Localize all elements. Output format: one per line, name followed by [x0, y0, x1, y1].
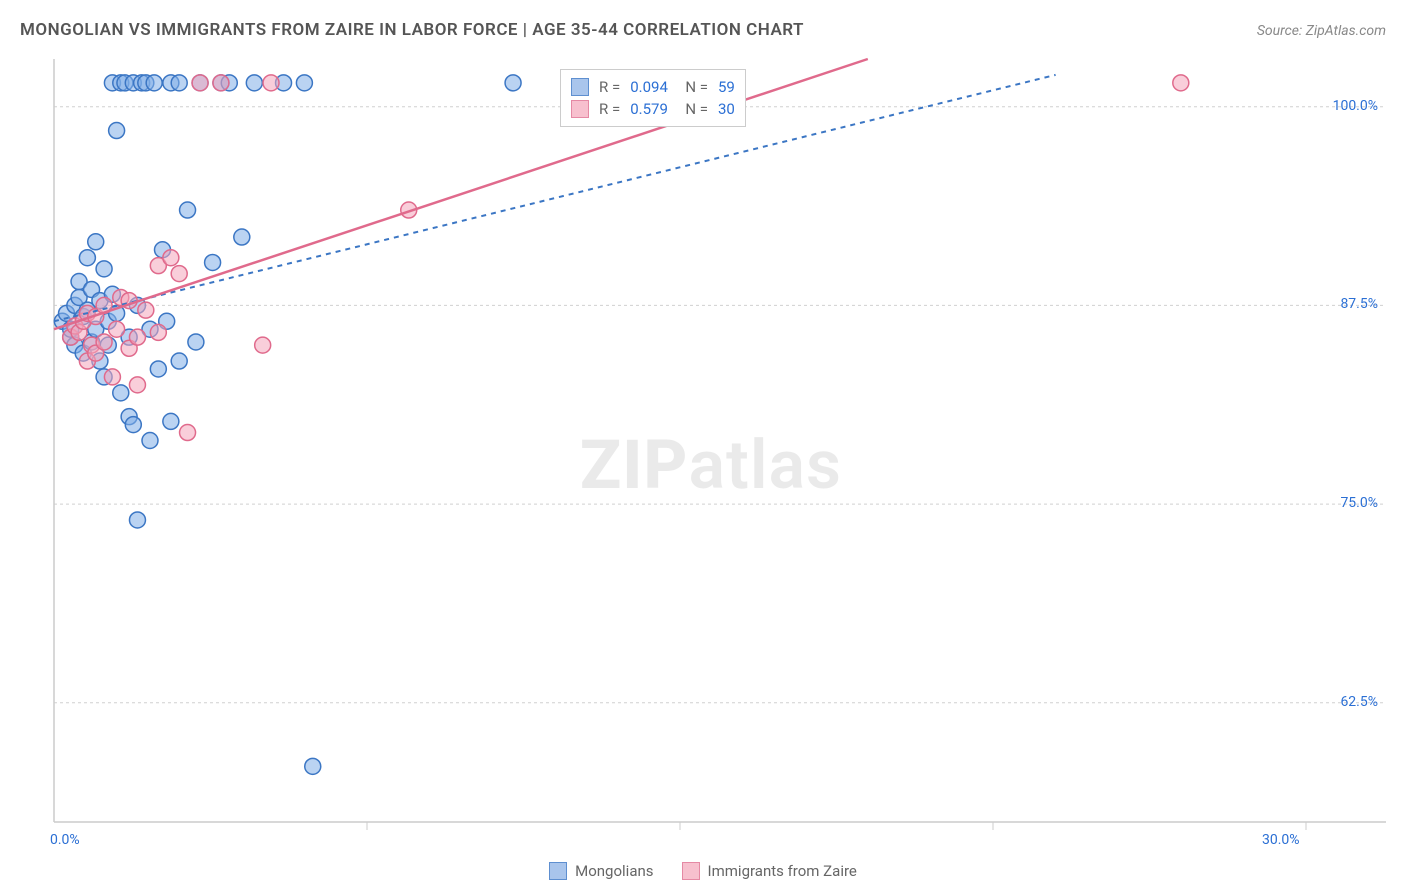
- data-point: [88, 234, 104, 250]
- stats-row: R = 0.579 N = 30: [571, 98, 735, 120]
- y-tick-label: 87.5%: [1340, 296, 1378, 312]
- data-point: [180, 202, 196, 218]
- data-point: [129, 512, 145, 528]
- data-point: [129, 329, 145, 345]
- data-point: [1173, 75, 1189, 91]
- legend-item: Mongolians: [549, 862, 653, 880]
- data-point: [142, 433, 158, 449]
- data-point: [163, 250, 179, 266]
- x-tick-label: 30.0%: [1262, 832, 1300, 848]
- data-point: [129, 377, 145, 393]
- data-point: [263, 75, 279, 91]
- x-tick-label: 0.0%: [50, 832, 80, 848]
- scatter-plot: [44, 55, 1386, 852]
- y-tick-label: 75.0%: [1340, 495, 1378, 511]
- series-legend: Mongolians Immigrants from Zaire: [0, 862, 1406, 880]
- stat-r-value: 0.094: [630, 78, 668, 96]
- legend-item: Immigrants from Zaire: [682, 862, 857, 880]
- data-point: [113, 385, 129, 401]
- data-point: [171, 266, 187, 282]
- stats-legend-box: R = 0.094 N = 59R = 0.579 N = 30: [560, 69, 746, 127]
- data-point: [255, 337, 271, 353]
- data-point: [180, 425, 196, 441]
- stats-swatch: [571, 78, 589, 96]
- stat-r-value: 0.579: [630, 100, 668, 118]
- data-point: [171, 75, 187, 91]
- stats-row: R = 0.094 N = 59: [571, 76, 735, 98]
- data-point: [109, 123, 125, 139]
- data-point: [146, 75, 162, 91]
- legend-label: Immigrants from Zaire: [708, 862, 857, 880]
- stat-r-label: R =: [599, 100, 620, 118]
- stat-n-label: N =: [678, 78, 708, 96]
- data-point: [163, 413, 179, 429]
- legend-swatch: [682, 862, 700, 880]
- stat-n-value: 59: [718, 78, 735, 96]
- data-point: [305, 758, 321, 774]
- data-point: [188, 334, 204, 350]
- stat-n-label: N =: [678, 100, 708, 118]
- data-point: [125, 417, 141, 433]
- data-point: [505, 75, 521, 91]
- y-tick-label: 62.5%: [1340, 694, 1378, 710]
- data-point: [104, 369, 120, 385]
- data-point: [150, 361, 166, 377]
- data-point: [138, 302, 154, 318]
- data-point: [79, 250, 95, 266]
- source-attribution: Source: ZipAtlas.com: [1257, 23, 1386, 39]
- stats-swatch: [571, 100, 589, 118]
- legend-swatch: [549, 862, 567, 880]
- data-point: [96, 334, 112, 350]
- chart-container: In Labor Force | Age 35-44 ZIPatlas R = …: [44, 55, 1386, 852]
- data-point: [96, 261, 112, 277]
- header: MONGOLIAN VS IMMIGRANTS FROM ZAIRE IN LA…: [20, 20, 1386, 40]
- data-point: [205, 254, 221, 270]
- stat-r-label: R =: [599, 78, 620, 96]
- legend-label: Mongolians: [575, 862, 653, 880]
- data-point: [296, 75, 312, 91]
- data-point: [171, 353, 187, 369]
- data-point: [109, 321, 125, 337]
- stat-n-value: 30: [718, 100, 735, 118]
- data-point: [246, 75, 262, 91]
- data-point: [150, 324, 166, 340]
- data-point: [192, 75, 208, 91]
- data-point: [234, 229, 250, 245]
- chart-title: MONGOLIAN VS IMMIGRANTS FROM ZAIRE IN LA…: [20, 20, 804, 40]
- data-point: [213, 75, 229, 91]
- y-tick-label: 100.0%: [1333, 98, 1378, 114]
